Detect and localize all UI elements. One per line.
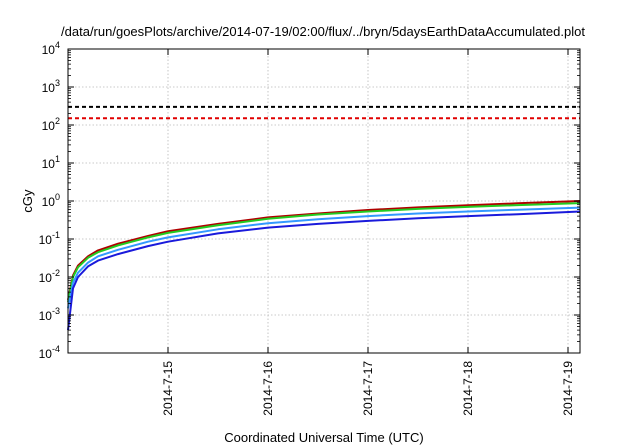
series-line bbox=[67, 206, 581, 309]
x-tick-label: 2014-7-16 bbox=[261, 361, 275, 416]
series-line bbox=[67, 200, 581, 301]
axes: 10-4 10-3 10-2 10-1 100 101 102 103 104 2014-7-15… bbox=[39, 40, 580, 416]
y-tick-label: 10-3 bbox=[39, 306, 60, 323]
grid bbox=[68, 49, 580, 353]
series-line bbox=[67, 202, 581, 303]
x-tick-label: 2014-7-18 bbox=[461, 361, 475, 416]
y-tick-label: 104 bbox=[42, 40, 60, 57]
threshold-lines bbox=[68, 105, 580, 120]
y-tick-label: 100 bbox=[42, 192, 60, 209]
series-line bbox=[67, 210, 581, 331]
series-lines bbox=[67, 200, 581, 331]
y-tick-label: 103 bbox=[42, 78, 60, 95]
y-axis-label: cGy bbox=[20, 189, 35, 213]
x-tick-label: 2014-7-17 bbox=[361, 361, 375, 416]
chart-title: /data/run/goesPlots/archive/2014-07-19/0… bbox=[61, 24, 585, 39]
y-tick-label: 10-1 bbox=[39, 230, 60, 247]
x-tick-label: 2014-7-19 bbox=[561, 361, 575, 416]
y-tick-label: 101 bbox=[42, 154, 60, 171]
x-axis-label: Coordinated Universal Time (UTC) bbox=[224, 430, 423, 445]
y-tick-label: 102 bbox=[42, 116, 60, 133]
y-tick-label: 10-2 bbox=[39, 268, 60, 285]
y-tick-label: 10-4 bbox=[39, 344, 60, 361]
x-tick-label: 2014-7-15 bbox=[161, 361, 175, 416]
